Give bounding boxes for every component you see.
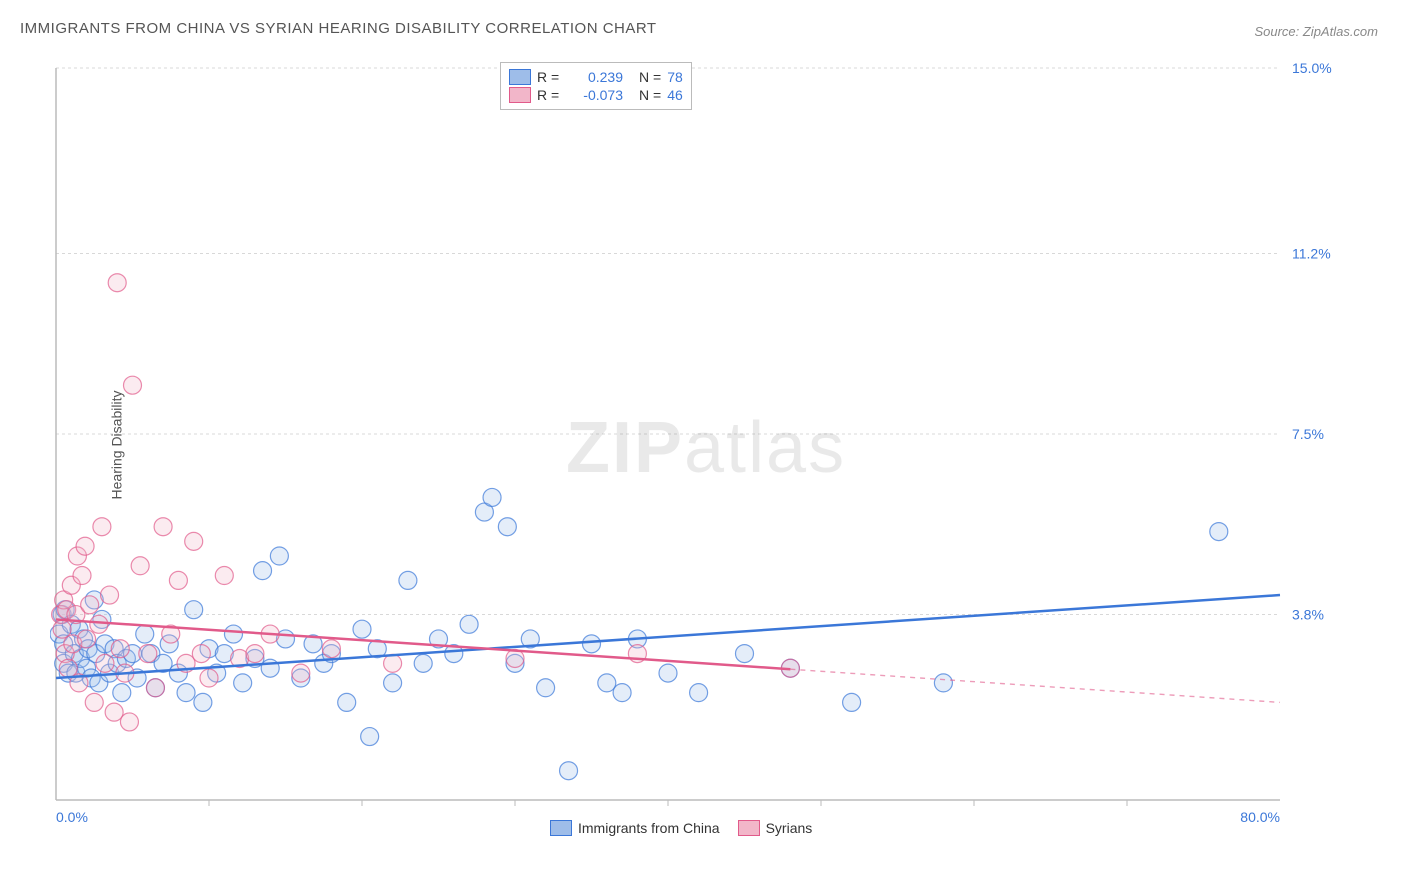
series-name: Immigrants from China [578,820,720,836]
source-attribution: Source: ZipAtlas.com [1254,24,1378,39]
series-legend: Immigrants from China Syrians [550,820,812,836]
correlation-legend: R = 0.239 N = 78 R = -0.073 N = 46 [500,62,692,110]
svg-text:11.2%: 11.2% [1292,245,1331,261]
r-label: R = [537,87,565,103]
svg-text:15.0%: 15.0% [1292,60,1332,76]
watermark-zip: ZIP [566,408,684,488]
svg-text:7.5%: 7.5% [1292,426,1324,442]
chart-title: IMMIGRANTS FROM CHINA VS SYRIAN HEARING … [20,20,657,37]
series-legend-item: Immigrants from China [550,820,720,836]
r-label: R = [537,69,565,85]
n-label: N = [639,87,661,103]
source-name: ZipAtlas.com [1303,24,1378,39]
legend-swatch [509,87,531,103]
n-value: 78 [667,69,683,85]
r-value: -0.073 [571,87,623,103]
watermark-atlas: atlas [684,408,846,488]
svg-text:3.8%: 3.8% [1292,607,1324,623]
r-value: 0.239 [571,69,623,85]
legend-swatch [550,820,572,836]
n-value: 46 [667,87,683,103]
scatter-chart: Hearing Disability 3.8% 7.5% 11.2% 15.0% 0.0… [50,60,1340,830]
svg-text:0.0%: 0.0% [56,809,88,825]
legend-row: R = -0.073 N = 46 [509,87,683,103]
series-legend-item: Syrians [738,820,813,836]
y-axis-label: Hearing Disability [108,391,124,500]
source-prefix: Source: [1254,24,1302,39]
legend-row: R = 0.239 N = 78 [509,69,683,85]
watermark: ZIPatlas [566,407,846,489]
svg-text:80.0%: 80.0% [1240,809,1280,825]
series-name: Syrians [766,820,813,836]
n-label: N = [639,69,661,85]
legend-swatch [738,820,760,836]
legend-swatch [509,69,531,85]
